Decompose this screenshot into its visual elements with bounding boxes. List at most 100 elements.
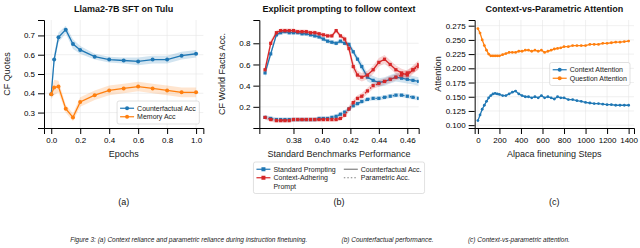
grid-line	[475, 110, 634, 111]
point	[136, 59, 140, 63]
legend-label-line: Question Attention	[570, 75, 627, 83]
point	[571, 98, 574, 101]
legend-label: Standard Prompting	[273, 166, 335, 174]
point	[576, 44, 579, 47]
point	[49, 92, 53, 96]
point	[389, 63, 392, 66]
point	[567, 45, 570, 48]
point	[400, 73, 403, 76]
grid-line	[475, 96, 634, 97]
grid-line	[475, 25, 634, 26]
grid-line	[542, 20, 543, 128]
y-tick-mark	[469, 40, 475, 41]
point	[527, 95, 530, 98]
point	[627, 40, 630, 43]
y-tick: 0.200	[446, 64, 475, 73]
legend-marker	[558, 76, 562, 80]
point	[52, 58, 56, 62]
x-axis-title: Standard Benchmarks Performance	[267, 149, 410, 159]
point	[292, 29, 295, 32]
y-tick: 0.5	[24, 70, 44, 79]
point	[288, 119, 291, 122]
point	[540, 49, 543, 52]
point	[366, 98, 369, 101]
point	[383, 80, 386, 83]
error-band	[265, 28, 419, 81]
y-tick-mark	[469, 97, 475, 98]
y-tick: 0.4	[239, 82, 259, 91]
x-tick: 0	[476, 128, 481, 145]
point	[377, 61, 380, 64]
x-tick: 0.8	[162, 128, 174, 145]
y-tick-label: 0.2	[239, 103, 251, 112]
point	[151, 86, 155, 90]
point	[343, 37, 346, 40]
point	[366, 89, 369, 92]
y-axis-line	[253, 21, 260, 129]
point	[511, 51, 514, 54]
point	[389, 95, 392, 98]
y-tick-mark	[469, 83, 475, 84]
legend-label-line: Parametric Acc.	[361, 174, 410, 181]
x-tick-mark	[499, 128, 500, 134]
panel: 0.380.400.420.440.460.20.40.60.8Explicit…	[217, 4, 424, 207]
point	[71, 42, 75, 46]
grid-line	[378, 20, 379, 128]
point	[347, 107, 350, 110]
x-tick: 200	[493, 128, 507, 145]
x-tick-mark	[109, 128, 110, 134]
grid-line	[259, 106, 418, 107]
point	[360, 95, 363, 98]
point	[614, 41, 617, 44]
point	[517, 92, 520, 95]
point	[563, 45, 566, 48]
point	[56, 35, 60, 39]
grid	[44, 20, 203, 128]
point	[553, 48, 556, 51]
point	[269, 52, 272, 55]
legend-entry: Context-AdheringPrompt	[256, 174, 328, 191]
point	[610, 103, 613, 106]
point	[498, 93, 501, 96]
point	[330, 118, 333, 121]
x-tick-label: 1000	[577, 136, 595, 145]
error-band	[265, 93, 419, 122]
point	[71, 115, 75, 119]
y-axis-line	[469, 21, 476, 129]
x-tick: 0.40	[315, 128, 331, 145]
x-tick: 0.44	[372, 128, 388, 145]
point	[411, 68, 414, 71]
point	[614, 104, 617, 107]
y-tick-label: 0.6	[24, 51, 36, 60]
point	[292, 118, 295, 121]
point	[487, 96, 490, 99]
x-tick-mark	[293, 128, 294, 134]
point	[517, 50, 520, 53]
x-tick: 0.38	[286, 128, 302, 145]
x-tick-label: 800	[558, 136, 572, 145]
point	[339, 34, 342, 37]
x-tick: 800	[558, 128, 572, 145]
y-tick-mark	[38, 35, 44, 36]
x-tick-label: 0.38	[286, 136, 302, 145]
x-tick-mark	[196, 128, 197, 134]
panel-label: (b)	[334, 197, 345, 207]
point	[356, 97, 359, 100]
y-axis-title: CF World Facts Acc.	[217, 33, 227, 115]
point	[619, 104, 622, 107]
point	[394, 94, 397, 97]
point	[485, 49, 488, 52]
point	[283, 119, 286, 122]
point	[107, 88, 111, 92]
x-tick: 400	[515, 128, 529, 145]
point	[372, 84, 375, 87]
y-axis: 0.20.40.60.8	[239, 21, 260, 129]
point	[501, 53, 504, 56]
point	[537, 50, 540, 53]
series-line	[478, 29, 629, 56]
x-axis-title: Alpaca finetuning Steps	[507, 149, 602, 159]
point	[504, 94, 507, 97]
point	[356, 58, 359, 61]
point	[576, 99, 579, 102]
y-axis: 0.30.40.50.60.7	[24, 21, 45, 129]
